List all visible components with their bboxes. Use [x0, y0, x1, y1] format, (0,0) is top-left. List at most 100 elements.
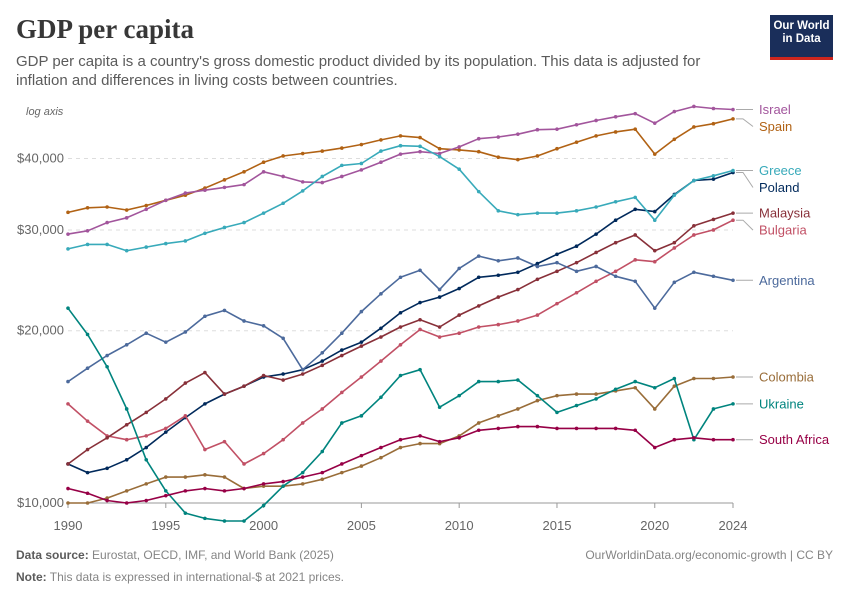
data-point — [281, 378, 285, 382]
data-point — [731, 437, 735, 442]
data-point — [242, 519, 246, 523]
data-point — [183, 489, 188, 493]
data-point — [535, 264, 540, 269]
data-point — [222, 519, 227, 523]
data-point — [379, 326, 383, 331]
data-point — [418, 144, 422, 149]
chart-subtitle: GDP per capita is a country's gross dome… — [16, 53, 701, 89]
data-point — [398, 275, 403, 280]
data-point — [222, 439, 227, 444]
data-point — [476, 304, 481, 308]
data-point — [652, 248, 657, 253]
chart-title: GDP per capita — [16, 14, 194, 44]
data-point — [398, 152, 403, 156]
owid-logo[interactable]: Our World in Data — [770, 15, 833, 60]
data-point — [594, 134, 598, 138]
data-point — [359, 344, 364, 348]
data-point — [105, 364, 109, 369]
data-point — [320, 149, 325, 153]
data-point — [320, 363, 325, 368]
y-tick-label: $20,000 — [17, 323, 64, 338]
data-point — [476, 189, 481, 194]
data-point — [476, 254, 481, 258]
data-point — [633, 195, 638, 200]
data-point — [124, 437, 129, 442]
source-text[interactable]: Eurostat, OECD, IMF, and World Bank (202… — [92, 548, 334, 562]
data-point — [516, 424, 520, 429]
data-point — [85, 228, 90, 233]
data-point — [437, 151, 442, 156]
data-point — [692, 435, 696, 440]
data-point — [359, 142, 364, 147]
data-point — [555, 393, 559, 398]
x-tick-label: 2024 — [719, 518, 748, 533]
data-point — [379, 359, 383, 363]
data-source: Data source: Eurostat, OECD, IMF, and Wo… — [16, 548, 334, 562]
data-point — [379, 160, 383, 164]
data-point — [633, 428, 638, 433]
data-point — [144, 245, 149, 249]
data-point — [535, 398, 540, 403]
data-point — [183, 381, 188, 385]
series-label: South Africa — [759, 432, 830, 447]
data-point — [711, 228, 716, 232]
data-point — [124, 208, 129, 212]
data-point — [124, 407, 129, 411]
data-point — [163, 489, 168, 493]
data-point — [457, 266, 461, 271]
data-point — [496, 258, 501, 263]
data-point — [398, 373, 403, 378]
data-point — [731, 107, 735, 112]
data-point — [66, 232, 70, 236]
data-point — [398, 445, 403, 450]
series-label: Greece — [759, 163, 802, 178]
data-point — [203, 370, 207, 375]
data-point — [85, 419, 90, 423]
data-point — [398, 325, 403, 329]
data-point — [183, 414, 188, 418]
data-point — [320, 470, 325, 475]
data-point — [594, 205, 598, 209]
data-point — [418, 317, 422, 322]
data-point — [85, 447, 90, 452]
data-point — [535, 154, 540, 158]
data-point — [672, 437, 677, 442]
data-point — [300, 475, 305, 479]
data-point — [66, 402, 70, 406]
x-tick-label: 2010 — [445, 518, 474, 533]
data-point — [594, 279, 598, 284]
data-point — [300, 151, 305, 156]
data-point — [281, 336, 285, 341]
data-point — [574, 209, 579, 213]
data-point — [85, 491, 90, 496]
data-point — [633, 258, 638, 262]
credit-link[interactable]: OurWorldinData.org/economic-growth | CC … — [585, 548, 833, 562]
data-point — [418, 135, 422, 140]
data-point — [66, 462, 70, 466]
data-point — [516, 157, 520, 162]
data-point — [594, 397, 598, 401]
data-point — [379, 335, 383, 339]
data-point — [340, 421, 344, 425]
data-point — [124, 501, 129, 505]
data-point — [692, 376, 696, 381]
data-point — [320, 407, 325, 411]
x-tick-label: 2005 — [347, 518, 376, 533]
data-point — [496, 209, 501, 213]
data-point — [320, 449, 325, 454]
data-point — [163, 493, 168, 498]
data-point — [203, 188, 207, 193]
data-point — [163, 241, 168, 246]
data-point — [437, 154, 442, 159]
data-point — [222, 178, 227, 182]
data-point — [359, 168, 364, 172]
data-point — [242, 462, 246, 466]
data-point — [613, 274, 618, 279]
data-point — [574, 392, 579, 396]
note: Note: This data is expressed in internat… — [16, 570, 344, 584]
data-point — [574, 260, 579, 265]
data-point — [242, 170, 246, 174]
data-point — [652, 259, 657, 264]
data-point — [281, 154, 285, 158]
data-point — [300, 470, 305, 475]
